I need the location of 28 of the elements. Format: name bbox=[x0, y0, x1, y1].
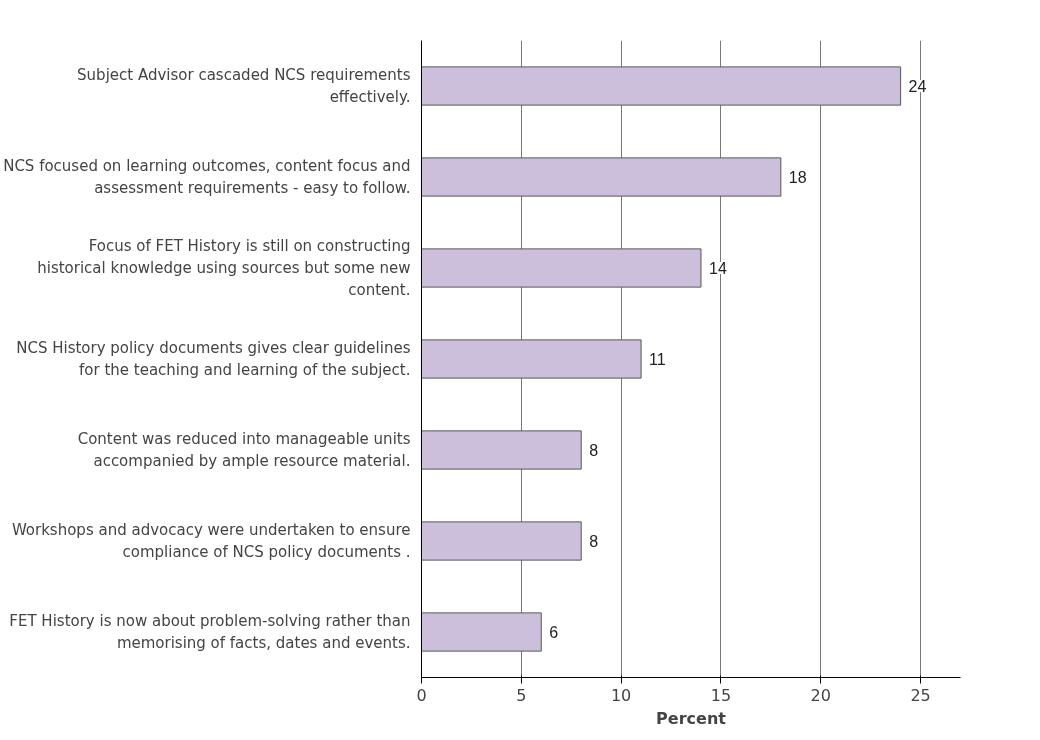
y-tick-label: FET History is now about problem-solving rather than memorising of facts, dates and events. bbox=[9, 612, 411, 652]
bar bbox=[421, 521, 582, 561]
data-label: 18 bbox=[788, 169, 807, 186]
data-label: 8 bbox=[589, 442, 599, 459]
data-label: 6 bbox=[549, 624, 559, 641]
x-tick-label: 25 bbox=[910, 685, 931, 705]
x-tick-label: 15 bbox=[710, 685, 732, 705]
y-tick-label: Focus of FET History is still on constructing historical knowledge using sources but some new content. bbox=[37, 237, 411, 299]
data-label: 11 bbox=[649, 351, 666, 368]
y-tick-label: Content was reduced into manageable units accompanied by ample resource material. bbox=[77, 430, 411, 470]
x-axis-title: Percent bbox=[656, 708, 727, 728]
bar bbox=[421, 157, 782, 197]
data-label: 24 bbox=[908, 78, 927, 95]
bar bbox=[421, 66, 902, 106]
y-tick-label: Subject Advisor cascaded NCS requirements effectively. bbox=[77, 66, 411, 106]
x-tick-label: 0 bbox=[416, 685, 427, 705]
y-tick-label: NCS History policy documents gives clear guidelines for the teaching and learning of the subject. bbox=[16, 339, 411, 379]
y-tick-label: NCS focused on learning outcomes, content focus and assessment requirements - easy to follow. bbox=[3, 157, 411, 197]
y-tick-label: Workshops and advocacy were undertaken to ensure compliance of NCS policy documents . bbox=[11, 521, 411, 561]
x-tick-label: 10 bbox=[610, 685, 632, 705]
x-tick-label: 20 bbox=[810, 685, 831, 705]
data-label: 14 bbox=[708, 260, 727, 277]
bar bbox=[421, 339, 642, 379]
bar bbox=[421, 612, 542, 652]
bar bbox=[421, 430, 582, 470]
data-label: 8 bbox=[589, 533, 599, 550]
bar bbox=[421, 248, 702, 288]
x-tick-label: 5 bbox=[516, 685, 527, 705]
